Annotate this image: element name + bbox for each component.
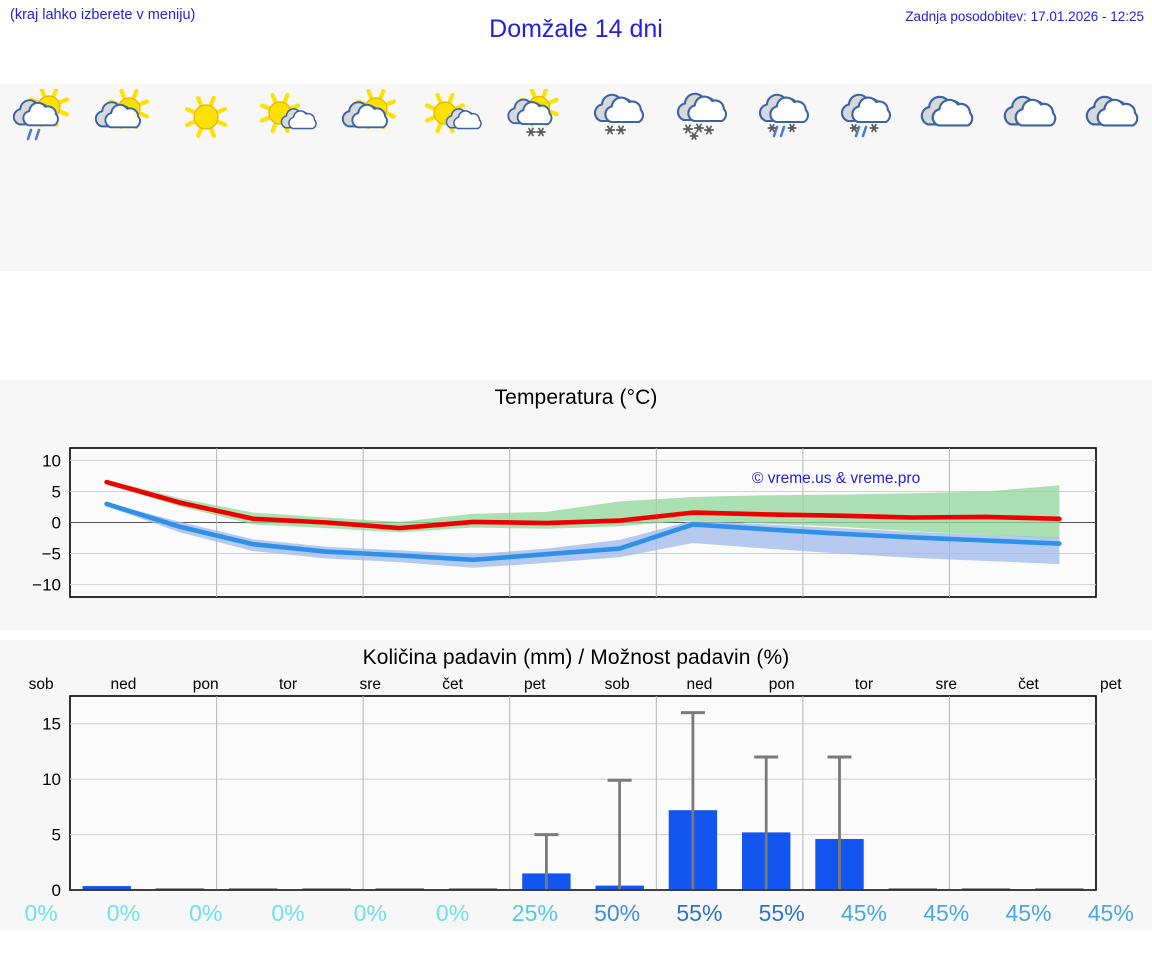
- cloud-snow-icon: [576, 89, 658, 147]
- precipitation-probability: 45%: [840, 900, 887, 926]
- day-column[interactable]: [329, 84, 411, 271]
- day-column[interactable]: [823, 84, 905, 271]
- precipitation-probability: 0%: [271, 900, 305, 926]
- cloud-icon: [905, 89, 987, 147]
- svg-text:−10: −10: [32, 576, 61, 595]
- svg-text:5: 5: [52, 483, 61, 502]
- watermark-text: © vreme.us & vreme.pro: [752, 470, 921, 487]
- temperature-chart: 10 5 0 −5 −10: [32, 447, 1097, 598]
- precipitation-probability: 0%: [189, 900, 223, 926]
- svg-text:−5: −5: [42, 545, 61, 564]
- precipitation-probability: 55%: [758, 900, 805, 926]
- day-column[interactable]: [576, 84, 658, 271]
- page-header: (kraj lahko izberete v meniju) Domžale 1…: [0, 0, 1152, 60]
- precipitation-probability: 0%: [24, 900, 58, 926]
- sun-cloud-icon: [329, 89, 411, 147]
- cloud-sleet-icon: [741, 89, 823, 147]
- last-updated-text: Zadnja posodobitev: 17.01.2026 - 12:25: [905, 9, 1144, 24]
- precipitation-probability: 0%: [435, 900, 470, 926]
- precipitation-chart-panel: Količina padavin (mm) / Možnost padavin …: [0, 640, 1152, 930]
- sun-cloud-icon: [82, 89, 164, 147]
- svg-text:10: 10: [42, 770, 61, 789]
- sun-small-cloud-icon: [411, 89, 493, 147]
- precipitation-probability: 50%: [594, 900, 641, 926]
- day-column[interactable]: [494, 84, 576, 271]
- day-column[interactable]: [82, 84, 164, 271]
- sun-cloud-rain-icon: [0, 89, 82, 147]
- day-column[interactable]: [411, 84, 493, 271]
- sun-icon: [165, 89, 247, 147]
- svg-text:10: 10: [42, 451, 61, 470]
- cloud-sleet-icon: [823, 89, 905, 147]
- precipitation-probability: 25%: [511, 900, 558, 926]
- day-column[interactable]: [741, 84, 823, 271]
- svg-text:0: 0: [52, 514, 61, 533]
- precipitation-probability: 45%: [1005, 900, 1052, 926]
- cloud-icon: [1070, 89, 1152, 147]
- day-column[interactable]: [165, 84, 247, 271]
- precipitation-probability-row: 0% 0% 0% 0% 0% 0% 25% 50% 55% 55% 45% 45% 45% 45%: [0, 900, 1152, 927]
- precipitation-probability: 45%: [923, 900, 970, 926]
- svg-text:5: 5: [52, 826, 61, 845]
- cloud-icon: [987, 89, 1069, 147]
- temperature-chart-panel: Temperatura (°C) 10 5 0 −5 −10 © vreme.us & …: [0, 380, 1152, 630]
- precipitation-probability: 0%: [106, 900, 141, 926]
- page-title: Domžale 14 dni: [489, 15, 663, 43]
- precipitation-chart: 0 5 10 15: [42, 695, 1097, 900]
- precipitation-probability: 55%: [676, 900, 723, 926]
- temperature-chart-title: Temperatura (°C): [494, 386, 658, 409]
- sun-cloud-snow-icon: [494, 89, 576, 147]
- menu-hint-text: (kraj lahko izberete v meniju): [10, 7, 196, 23]
- day-column[interactable]: [658, 84, 740, 271]
- day-column[interactable]: [0, 84, 82, 271]
- svg-text:15: 15: [42, 715, 61, 734]
- day-column[interactable]: [247, 84, 329, 271]
- day-column[interactable]: [987, 84, 1069, 271]
- sun-small-cloud-icon: [247, 89, 329, 147]
- precipitation-probability: 0%: [353, 900, 387, 926]
- svg-text:0: 0: [52, 881, 61, 900]
- cloud-snow-heavy-icon: [658, 89, 740, 147]
- day-column[interactable]: [1070, 84, 1152, 271]
- day-column[interactable]: [905, 84, 987, 271]
- precipitation-probability: 45%: [1087, 900, 1134, 926]
- precipitation-chart-title: Količina padavin (mm) / Možnost padavin …: [362, 646, 790, 669]
- daily-forecast-strip: [0, 84, 1152, 271]
